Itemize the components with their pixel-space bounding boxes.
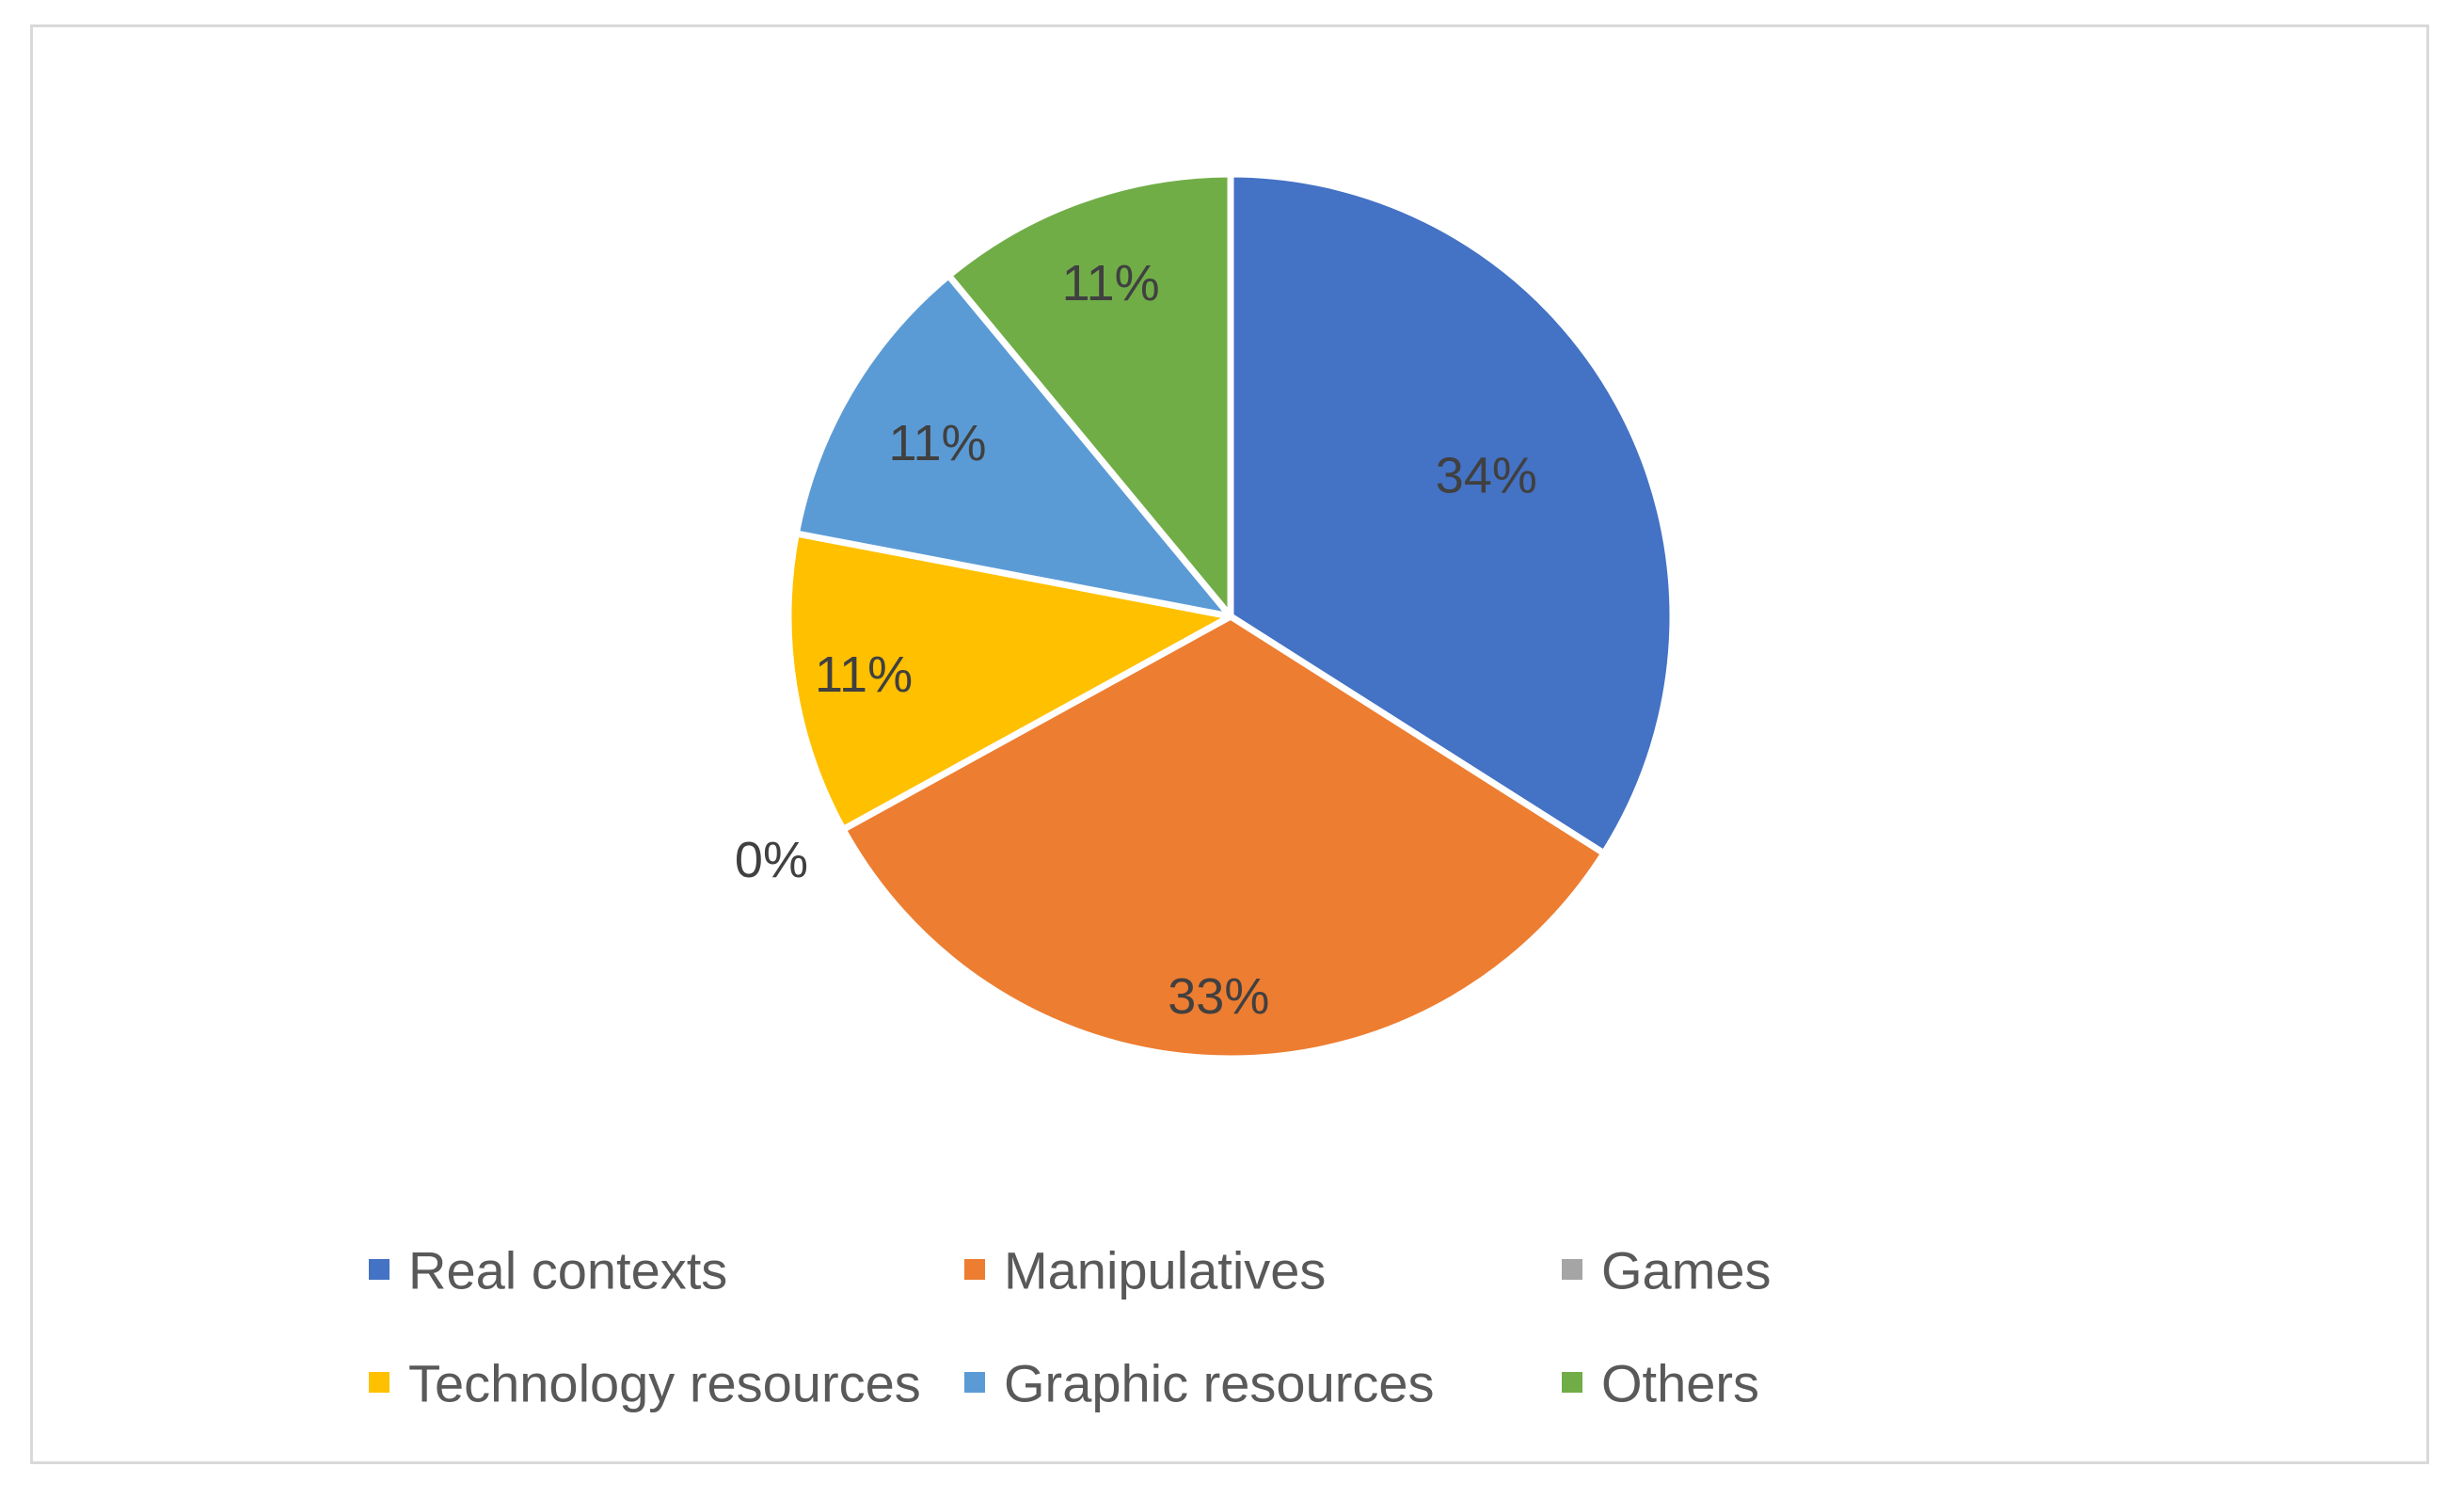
legend: Real contexts Manipulatives Games Technolog… xyxy=(369,1241,1772,1413)
legend-label-games: Games xyxy=(1601,1241,1772,1300)
data-label-games: 0% xyxy=(735,832,808,888)
pie-slices xyxy=(785,170,1677,1062)
legend-label-graphic-resources: Graphic resources xyxy=(1004,1354,1435,1413)
pie-slice-graphic-resources xyxy=(792,272,1234,620)
legend-swatch-real-contexts xyxy=(369,1259,389,1280)
data-label-manipulatives: 33% xyxy=(1168,968,1269,1025)
legend-label-others: Others xyxy=(1601,1354,1759,1413)
legend-swatch-games xyxy=(1562,1259,1582,1280)
legend-item-technology-resources: Technology resources xyxy=(369,1354,921,1413)
legend-swatch-graphic-resources xyxy=(964,1372,985,1393)
slice-labels: 34% 33% 0% 11% 11% 11% xyxy=(735,255,1537,1025)
legend-item-real-contexts: Real contexts xyxy=(369,1241,727,1300)
legend-label-technology-resources: Technology resources xyxy=(408,1354,921,1413)
legend-swatch-manipulatives xyxy=(964,1259,985,1280)
data-label-real-contexts: 34% xyxy=(1436,448,1537,504)
pie-slice-technology-resources xyxy=(785,530,1234,833)
data-label-graphic-resources: 11% xyxy=(888,415,986,471)
legend-item-others: Others xyxy=(1562,1354,1759,1413)
data-label-others: 11% xyxy=(1062,255,1160,311)
legend-item-games: Games xyxy=(1562,1241,1772,1300)
legend-item-graphic-resources: Graphic resources xyxy=(964,1354,1435,1413)
pie-slice-others xyxy=(945,170,1234,620)
data-label-technology-resources: 11% xyxy=(815,646,913,703)
legend-item-manipulatives: Manipulatives xyxy=(964,1241,1326,1300)
legend-label-manipulatives: Manipulatives xyxy=(1004,1241,1326,1300)
legend-swatch-others xyxy=(1562,1372,1582,1393)
legend-swatch-technology-resources xyxy=(369,1372,389,1393)
legend-label-real-contexts: Real contexts xyxy=(408,1241,727,1300)
